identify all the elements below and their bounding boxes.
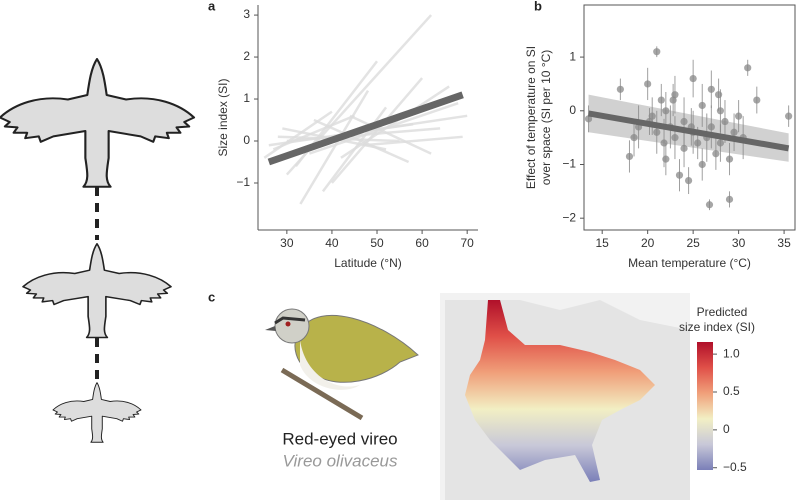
point — [721, 117, 729, 126]
site-line — [286, 127, 441, 143]
point — [669, 96, 677, 104]
point — [625, 152, 634, 161]
colorbar-title: Predicted — [697, 305, 748, 319]
y-tick-label: 3 — [243, 7, 250, 21]
y-tick-label: −1 — [236, 175, 250, 189]
point — [684, 176, 693, 185]
site-line — [263, 110, 333, 159]
point — [584, 115, 593, 123]
vireo-illustration — [265, 308, 419, 421]
y-tick-label: −1 — [562, 157, 576, 171]
point — [716, 139, 725, 147]
bird-large — [0, 57, 196, 188]
y-tick-label: 1 — [569, 49, 576, 63]
x-tick-label: 35 — [777, 236, 791, 250]
site-line — [340, 85, 450, 159]
common-name: Red-eyed vireo — [282, 429, 397, 448]
point — [653, 128, 661, 136]
vireo-belly — [300, 340, 360, 390]
point — [712, 150, 720, 158]
x-tick-label: 25 — [686, 236, 700, 250]
point — [707, 85, 715, 93]
point — [698, 101, 706, 110]
x-tick-label: 20 — [641, 236, 655, 250]
point — [675, 171, 684, 179]
point — [716, 107, 725, 115]
y-tick-label: 2 — [243, 49, 250, 63]
site-line — [349, 114, 432, 155]
site-line — [354, 114, 468, 134]
x-axis-label: Latitude (°N) — [334, 256, 402, 270]
panel-label: a — [208, 0, 216, 13]
x-tick-label: 50 — [370, 236, 384, 250]
point — [653, 48, 661, 56]
point — [735, 112, 743, 120]
point — [753, 96, 761, 104]
vireo-head — [274, 308, 310, 344]
fit-line — [588, 110, 790, 152]
bird-small — [52, 382, 142, 443]
colorbar-title: size index (SI) — [679, 320, 755, 334]
bird-medium — [22, 242, 172, 339]
map — [440, 293, 690, 500]
point — [680, 144, 688, 152]
x-tick-label: 30 — [280, 236, 294, 250]
point — [657, 96, 665, 104]
colorbar-tick-label: −0.5 — [723, 460, 747, 474]
colorbar-tick-label: 1.0 — [723, 346, 740, 360]
point — [680, 117, 688, 126]
predicted-range — [465, 300, 655, 482]
plot-frame — [583, 4, 796, 231]
point — [744, 64, 752, 72]
y-axis-label: over space (SI per 10 °C) — [539, 50, 553, 186]
panel-label: b — [534, 0, 542, 13]
point — [689, 74, 697, 83]
colorbar-tick-label: 0.5 — [723, 384, 740, 398]
scientific-name: Vireo olivaceus — [283, 451, 398, 470]
vireo-eyestripe — [274, 316, 306, 325]
point — [616, 85, 624, 93]
x-axis-label: Mean temperature (°C) — [628, 256, 751, 270]
site-line — [363, 135, 463, 147]
point — [707, 123, 715, 131]
point — [725, 155, 734, 163]
point — [698, 160, 706, 169]
y-tick-label: −2 — [562, 210, 576, 224]
x-tick-label: 15 — [596, 236, 610, 250]
colorbar — [697, 342, 713, 470]
x-tick-label: 60 — [415, 236, 429, 250]
point — [644, 80, 652, 88]
point — [730, 128, 738, 136]
point — [648, 112, 656, 120]
y-tick-label: 0 — [569, 103, 576, 117]
y-tick-label: 1 — [243, 91, 250, 105]
branch — [280, 367, 364, 421]
point — [725, 195, 734, 203]
fit-line — [267, 91, 464, 166]
y-tick-label: 0 — [243, 133, 250, 147]
vireo-beak — [265, 326, 276, 331]
bird-drawings — [0, 57, 196, 443]
point — [715, 91, 723, 99]
point — [662, 155, 670, 163]
panel-label: c — [208, 289, 215, 304]
point — [662, 107, 670, 115]
x-tick-label: 40 — [325, 236, 339, 250]
y-axis-label: Effect of temperature on SI — [524, 46, 538, 189]
point — [705, 201, 714, 209]
site-line — [299, 89, 370, 205]
y-axis-label: Size index (SI) — [216, 78, 230, 156]
x-tick-label: 70 — [461, 236, 475, 250]
point — [660, 139, 668, 147]
vireo-eye — [285, 321, 291, 327]
point — [671, 134, 679, 142]
point — [694, 139, 702, 147]
colorbar-tick-label: 0 — [723, 422, 730, 436]
point — [630, 134, 638, 142]
x-tick-label: 30 — [732, 236, 746, 250]
point — [785, 112, 793, 120]
